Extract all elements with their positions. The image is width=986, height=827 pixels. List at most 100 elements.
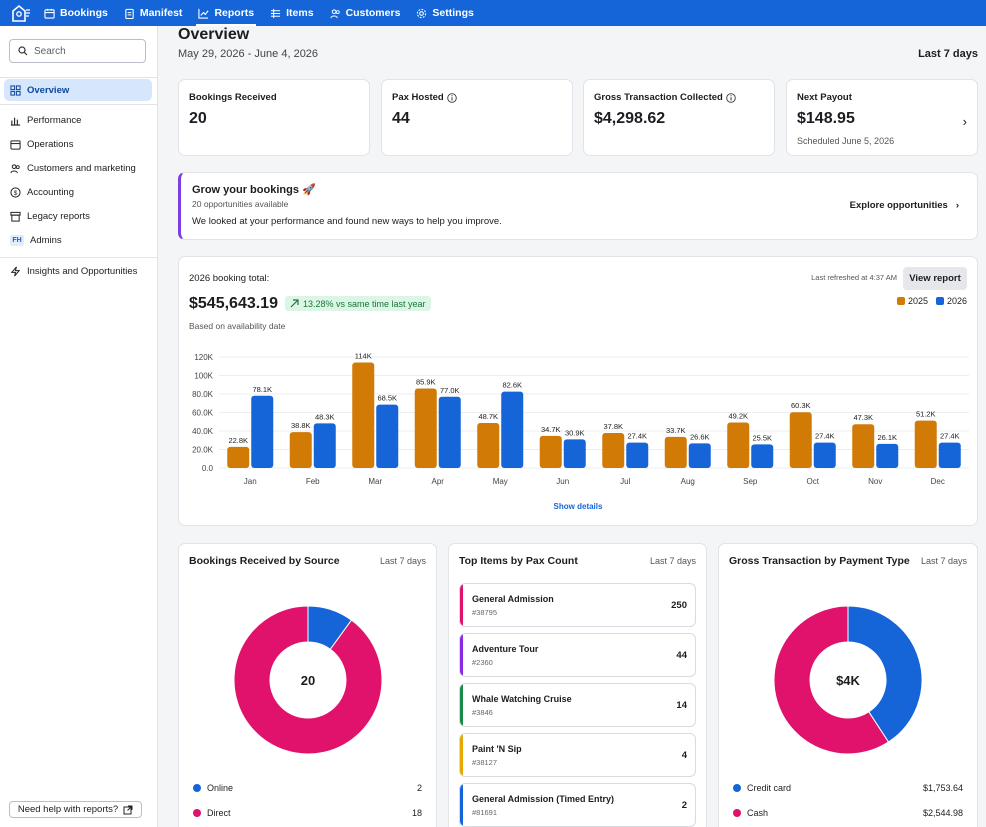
show-details-link[interactable]: Show details: [553, 502, 603, 511]
x-tick-label: Jan: [244, 477, 257, 486]
sidebar-item-label: Customers and marketing: [27, 162, 136, 174]
grow-title: Grow your bookings 🚀: [192, 184, 316, 196]
date-range-selector[interactable]: Last 7 days: [918, 48, 978, 60]
nav-label: Bookings: [60, 7, 108, 19]
nav-items[interactable]: Items: [262, 0, 321, 26]
sidebar-item-insights[interactable]: Insights and Opportunities: [4, 260, 152, 282]
nav-reports[interactable]: Reports: [190, 0, 262, 26]
legend-value: $2,544.98: [922, 808, 963, 818]
top-items-card: Top Items by Pax Count Last 7 days Gener…: [448, 543, 707, 827]
legend-label: Cash: [747, 808, 769, 818]
trend-up-icon: [290, 299, 299, 308]
data-label: 60.3K: [791, 401, 811, 410]
explore-label: Explore opportunities: [849, 200, 948, 211]
donut-slice-direct: [233, 605, 383, 755]
date-range: May 29, 2026 - June 4, 2026: [178, 48, 319, 60]
donut-slice-credit-card: [847, 605, 923, 743]
sidebar-item-label: Admins: [30, 234, 62, 246]
donut-slice-cash: [773, 605, 890, 755]
data-label: 114K: [355, 352, 372, 361]
legend-dot: [733, 784, 741, 792]
payout-schedule: Scheduled June 5, 2026: [797, 136, 895, 146]
sidebar-item-label: Overview: [27, 84, 70, 96]
legend-label: Online: [207, 783, 234, 793]
sidebar-item-label: Performance: [27, 114, 82, 126]
booking-total-value: $545,643.19: [189, 295, 278, 312]
search-input[interactable]: [34, 45, 134, 57]
bar-2026-nov: [876, 443, 899, 468]
item-name: Adventure Tour: [472, 644, 539, 654]
sidebar-item-label: Operations: [27, 138, 74, 150]
x-tick-label: Mar: [368, 477, 382, 486]
stat-label: Pax Hosted: [392, 92, 444, 103]
bar-2026-feb: [313, 423, 336, 468]
list-item[interactable]: General Admission (Timed Entry) #81691 2: [459, 783, 696, 827]
bar-2026-mar: [376, 404, 399, 468]
clipboard-icon: [125, 8, 134, 19]
data-label: 26.6K: [690, 432, 710, 441]
x-tick-label: Aug: [681, 477, 695, 486]
data-label: 27.4K: [940, 432, 960, 441]
nav-label: Reports: [214, 7, 255, 19]
legend-dot: [733, 809, 741, 817]
nav-settings[interactable]: Settings: [408, 0, 481, 26]
explore-opportunities-link[interactable]: Explore opportunities ›: [850, 200, 959, 211]
page-title: Overview: [178, 26, 250, 43]
view-report-button[interactable]: View report: [903, 267, 967, 290]
list-item[interactable]: Paint 'N Sip #38127 4: [459, 733, 696, 777]
bar-2026-sep: [751, 444, 774, 468]
data-label: 68.5K: [377, 394, 397, 403]
stat-value: $4,298.62: [594, 110, 666, 127]
item-color-bar: [460, 734, 463, 776]
sidebar-item-performance[interactable]: Performance: [4, 109, 152, 131]
stat-value: 44: [392, 110, 410, 127]
sidebar-item-label: Legacy reports: [27, 210, 90, 222]
stat-card-payout[interactable]: Next Payout $148.95 Scheduled June 5, 20…: [786, 79, 978, 156]
item-name: General Admission: [472, 594, 554, 604]
data-label: 37.8K: [603, 422, 623, 431]
data-label: 48.3K: [315, 412, 335, 421]
search-box[interactable]: [9, 39, 146, 63]
grid-icon: [271, 8, 281, 18]
x-tick-label: Feb: [306, 477, 320, 486]
legend-row-credit-card: Credit card $1,753.64: [733, 781, 963, 795]
nav-manifest[interactable]: Manifest: [116, 0, 191, 26]
stat-card-pax: Pax Hosted 44: [381, 79, 573, 156]
donut-center-label: $4K: [836, 673, 860, 688]
sidebar-item-accounting[interactable]: $ Accounting: [4, 181, 152, 203]
bar-2025-jun: [539, 435, 562, 468]
data-label: 85.9K: [416, 378, 436, 387]
help-reports-button[interactable]: Need help with reports?: [9, 801, 142, 818]
x-tick-label: Oct: [807, 477, 820, 486]
nav-label: Customers: [345, 7, 401, 19]
bar-2025-mar: [352, 362, 375, 468]
list-item[interactable]: Adventure Tour #2360 44: [459, 633, 696, 677]
item-count: 2: [681, 800, 687, 811]
list-item[interactable]: General Admission #38795 250: [459, 583, 696, 627]
svg-text:$: $: [14, 189, 18, 196]
data-label: 78.1K: [252, 385, 272, 394]
bar-2026-may: [501, 391, 524, 468]
info-icon[interactable]: [446, 92, 457, 103]
sidebar-item-admins[interactable]: FH Admins: [4, 229, 152, 251]
chevron-right-icon[interactable]: ›: [962, 114, 967, 129]
nav-customers[interactable]: Customers: [322, 0, 409, 26]
sidebar-item-overview[interactable]: Overview: [4, 79, 152, 101]
search-icon: [18, 46, 28, 56]
info-icon[interactable]: [726, 92, 736, 103]
legend-row-cash: Cash $2,544.98: [733, 806, 963, 820]
logo-icon: [12, 4, 30, 22]
sidebar-divider: [0, 77, 158, 78]
data-label: 27.4K: [627, 432, 647, 441]
list-item[interactable]: Whale Watching Cruise #3846 14: [459, 683, 696, 727]
y-tick-label: 0.0: [202, 464, 214, 473]
app-logo[interactable]: [6, 0, 36, 26]
stat-label: Bookings Received: [189, 92, 277, 103]
nav-bookings[interactable]: Bookings: [36, 0, 116, 26]
help-label: Need help with reports?: [17, 804, 119, 815]
sidebar-item-operations[interactable]: Operations: [4, 133, 152, 155]
data-label: 49.2K: [728, 411, 748, 420]
sidebar-item-legacy-reports[interactable]: Legacy reports: [4, 205, 152, 227]
bar-2026-oct: [813, 442, 836, 468]
sidebar-item-customers-marketing[interactable]: Customers and marketing: [4, 157, 152, 179]
